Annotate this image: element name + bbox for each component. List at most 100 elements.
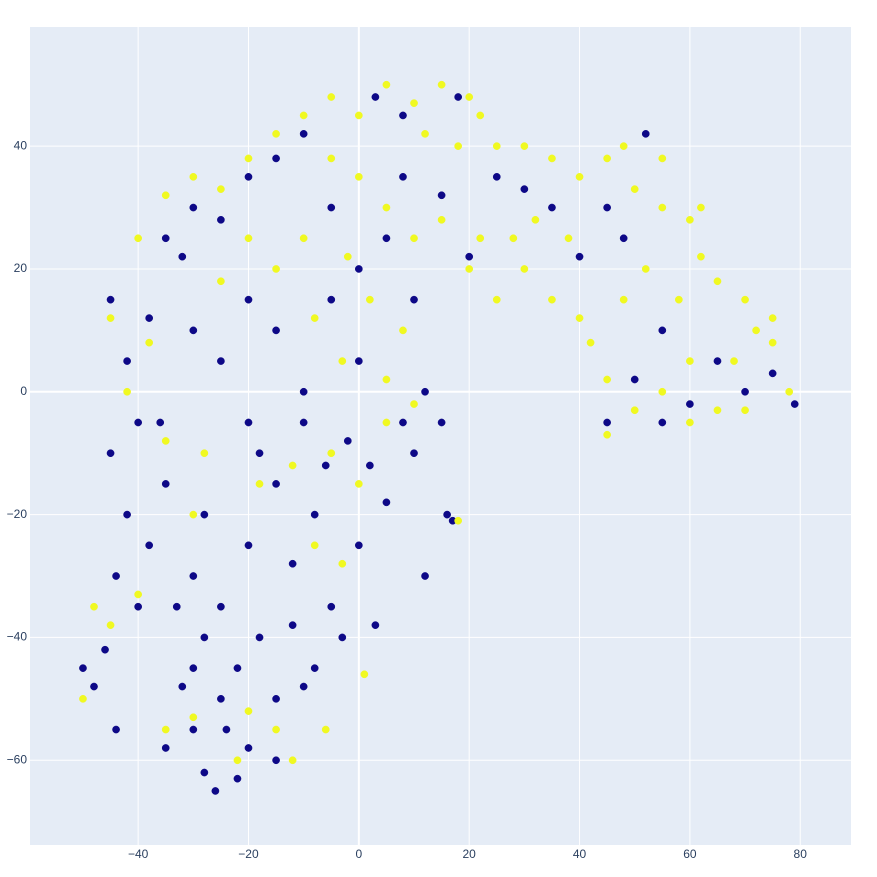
point xyxy=(161,191,170,200)
point xyxy=(90,602,98,611)
point xyxy=(603,418,611,427)
point xyxy=(217,602,225,611)
point xyxy=(244,295,253,304)
point xyxy=(145,541,154,550)
point xyxy=(421,387,429,396)
point xyxy=(217,215,225,224)
point xyxy=(288,756,297,765)
point xyxy=(366,461,374,470)
x-tick-label: 20 xyxy=(463,847,477,861)
point xyxy=(112,572,120,580)
point xyxy=(360,670,369,679)
point xyxy=(354,357,363,365)
point xyxy=(327,154,336,163)
point xyxy=(310,541,319,550)
point xyxy=(299,387,308,396)
point xyxy=(492,142,501,150)
point xyxy=(123,510,131,519)
point xyxy=(575,252,584,261)
point xyxy=(437,191,446,200)
point xyxy=(641,265,650,273)
point xyxy=(697,203,705,212)
point xyxy=(437,215,446,224)
point xyxy=(178,682,187,691)
point xyxy=(630,406,639,415)
point xyxy=(338,633,347,642)
x-tick-label: 0 xyxy=(355,847,362,861)
y-tick-label: −40 xyxy=(7,630,28,644)
point xyxy=(272,480,280,488)
point xyxy=(410,295,418,304)
point xyxy=(410,234,418,243)
point xyxy=(354,541,363,550)
point xyxy=(354,480,363,488)
point xyxy=(548,203,556,212)
point xyxy=(310,510,319,519)
point xyxy=(371,93,380,101)
point xyxy=(354,111,363,120)
point xyxy=(382,80,391,89)
point xyxy=(189,172,198,181)
point xyxy=(272,694,280,703)
point xyxy=(200,768,209,777)
point xyxy=(272,130,280,138)
point xyxy=(244,154,253,163)
point xyxy=(399,418,407,427)
point xyxy=(752,326,760,335)
x-tick-label: 60 xyxy=(683,847,697,861)
point xyxy=(343,437,352,445)
point xyxy=(675,295,683,304)
point xyxy=(603,154,611,163)
point xyxy=(161,744,170,752)
point xyxy=(145,338,154,347)
plot-area xyxy=(30,27,851,845)
point xyxy=(713,357,722,365)
point xyxy=(161,480,170,488)
point xyxy=(586,338,595,347)
point xyxy=(299,418,308,427)
point xyxy=(366,295,374,304)
point xyxy=(161,725,170,734)
point xyxy=(658,326,667,335)
point xyxy=(200,449,209,458)
point xyxy=(520,142,529,150)
point xyxy=(106,295,115,304)
point xyxy=(134,234,142,243)
point xyxy=(492,172,501,181)
point xyxy=(255,633,264,642)
point xyxy=(730,357,738,365)
point xyxy=(520,265,529,273)
point xyxy=(454,516,463,525)
point xyxy=(288,559,297,568)
point xyxy=(156,418,165,427)
point xyxy=(327,203,336,212)
point xyxy=(382,375,391,384)
point xyxy=(272,154,280,163)
point xyxy=(658,387,667,396)
point xyxy=(443,510,451,519)
point xyxy=(272,725,280,734)
point xyxy=(299,111,308,120)
point xyxy=(327,93,336,101)
point xyxy=(112,725,120,734)
point xyxy=(603,203,611,212)
point xyxy=(161,234,170,243)
point xyxy=(603,430,611,439)
point xyxy=(437,80,446,89)
point xyxy=(630,375,639,384)
point xyxy=(134,602,142,611)
point xyxy=(630,185,639,193)
point xyxy=(382,498,391,507)
point xyxy=(327,449,336,458)
point xyxy=(327,295,336,304)
point xyxy=(79,694,87,703)
point xyxy=(244,172,253,181)
point xyxy=(233,774,242,783)
point xyxy=(531,215,540,224)
point xyxy=(410,449,418,458)
point xyxy=(272,326,280,335)
point xyxy=(244,541,253,550)
point xyxy=(310,664,319,672)
point xyxy=(686,418,694,427)
